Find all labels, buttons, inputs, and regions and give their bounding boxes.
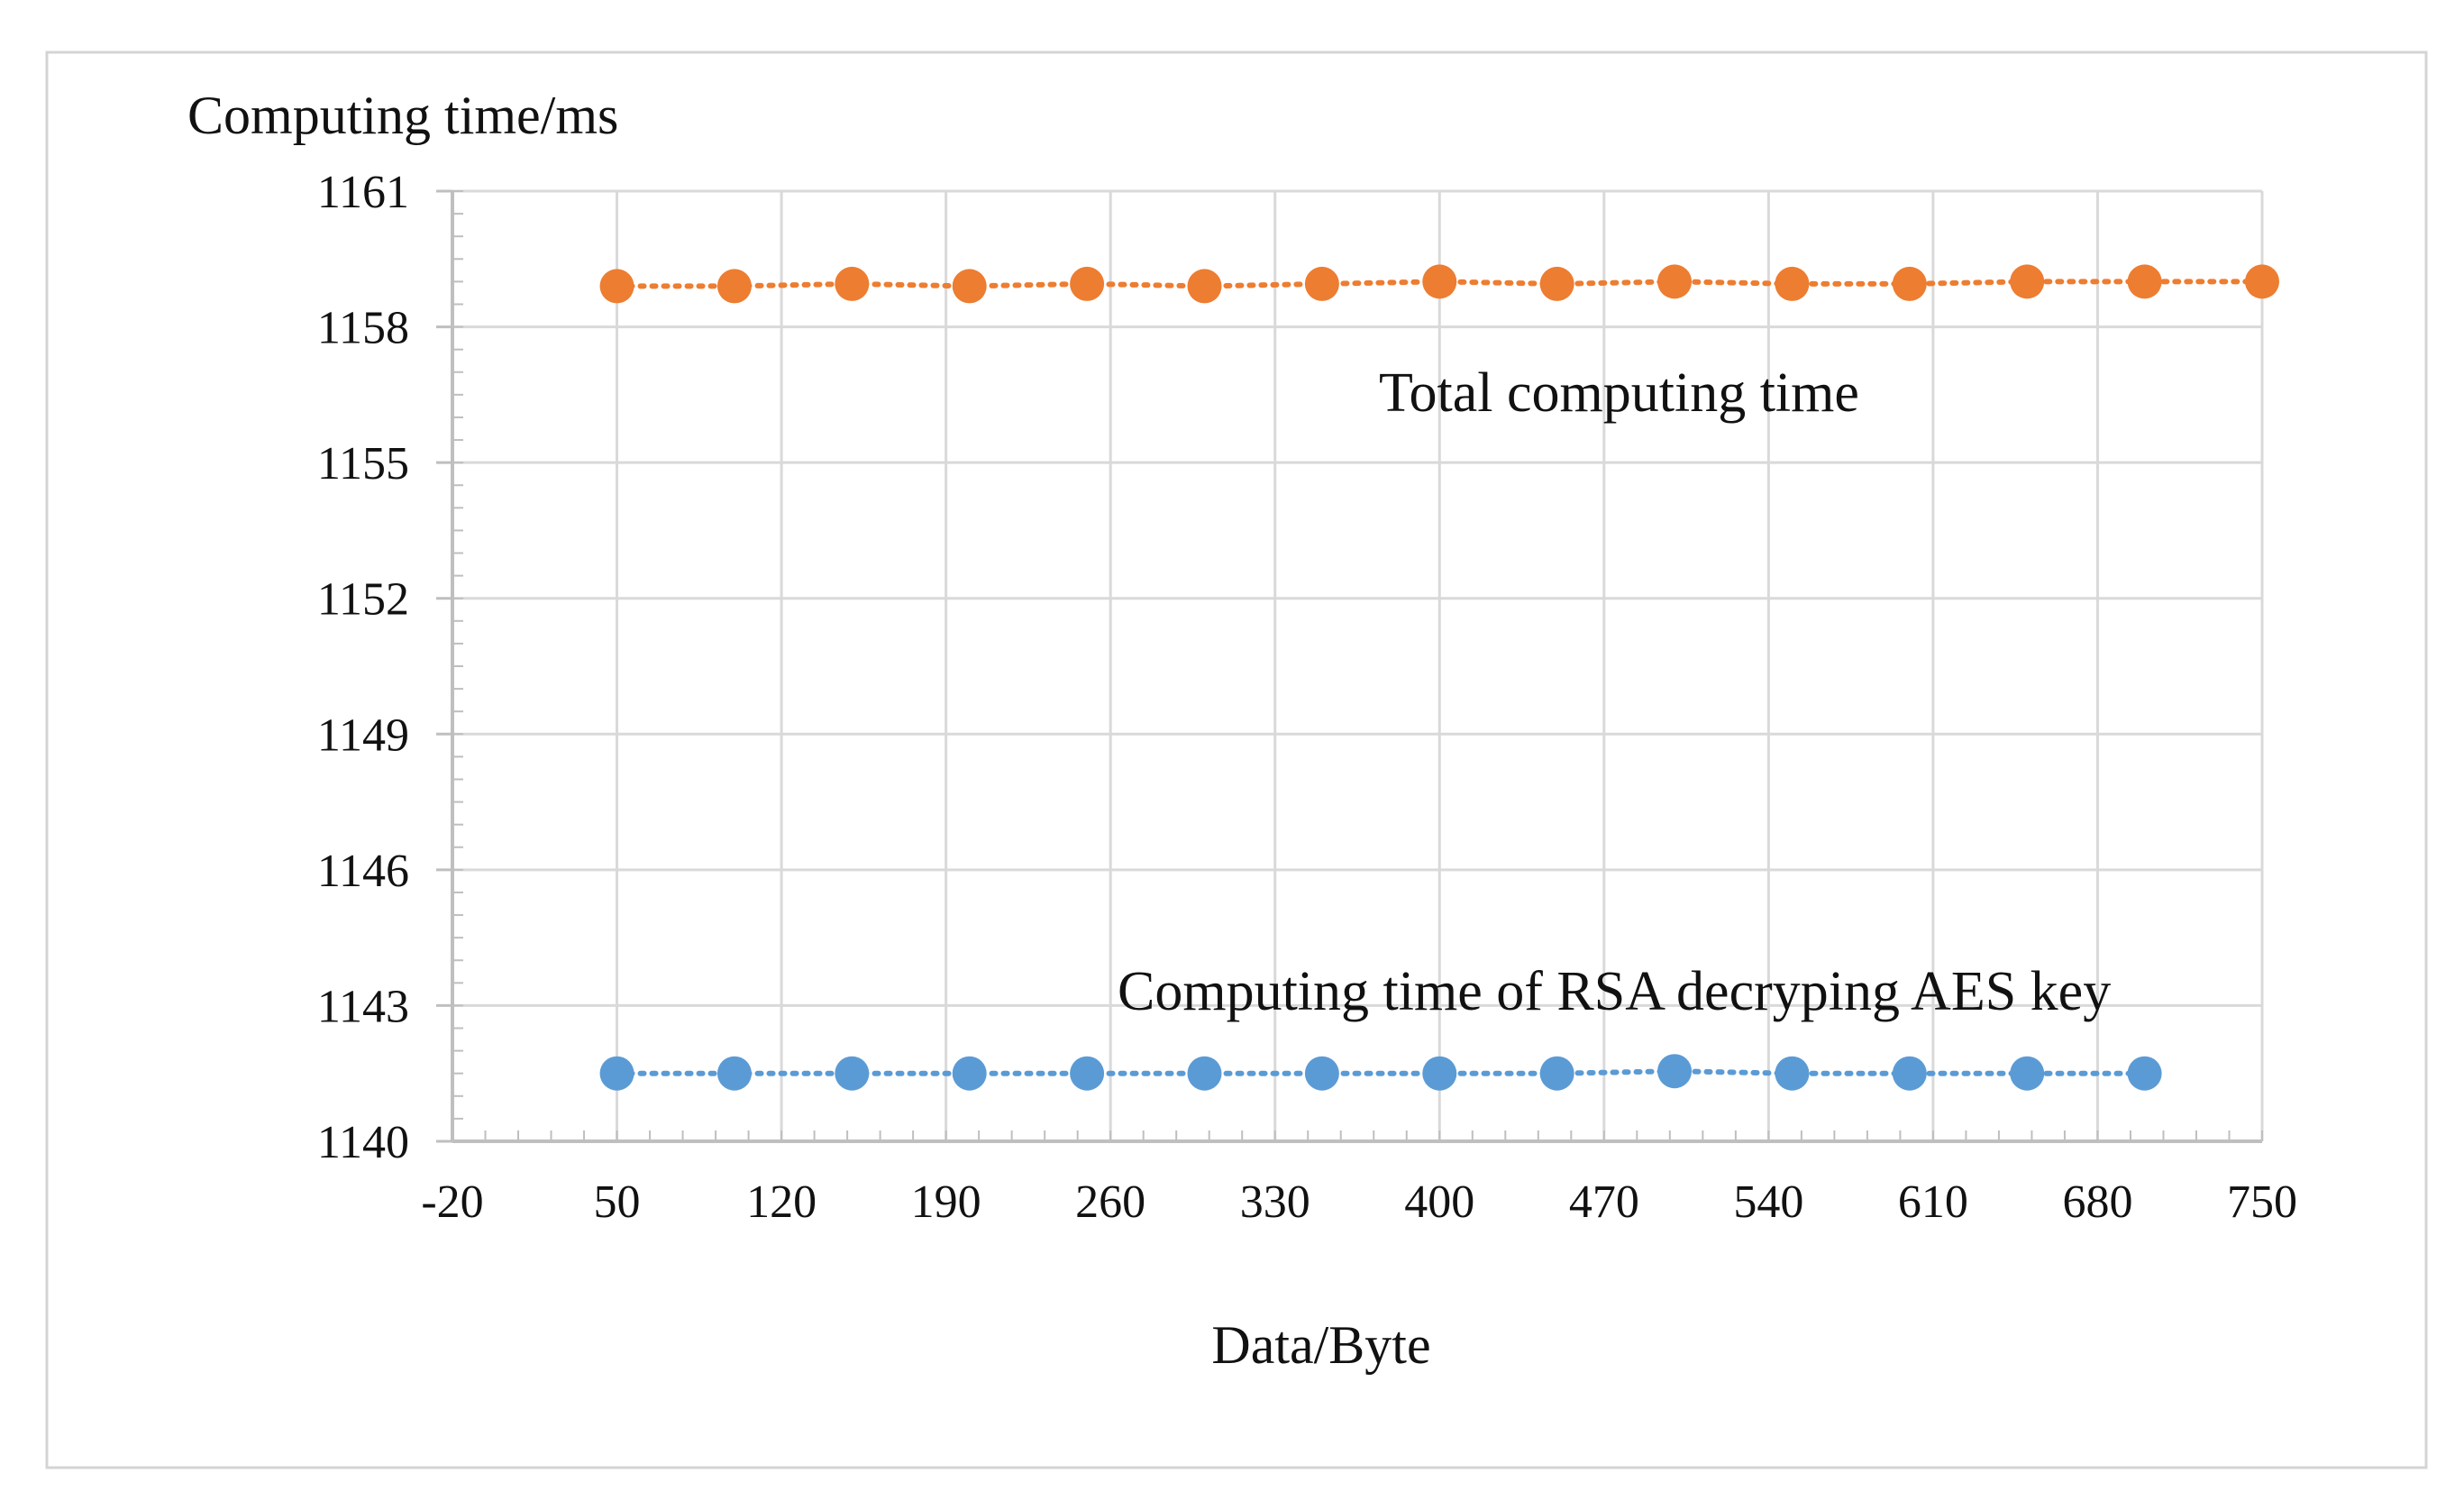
x-tick-label: -20 [421,1176,483,1228]
data-point [2245,264,2279,299]
x-axis-title: Data/Byte [1211,1315,1430,1375]
series-label-total: Total computing time [1379,362,1859,424]
data-point [2010,1056,2045,1091]
data-point [1304,266,1339,301]
y-tick-label: 1158 [317,303,409,354]
x-tick-label: 190 [911,1176,981,1228]
x-tick-label: 120 [746,1176,817,1228]
y-tick-label: 1140 [317,1117,409,1168]
data-point [716,1056,752,1091]
data-point [1657,264,1693,299]
y-tick-label: 1146 [317,846,409,897]
y-tick-label: 1155 [317,438,409,490]
y-tick-label: 1161 [317,167,409,218]
data-point [835,1056,870,1091]
data-point [2127,1056,2162,1091]
data-point [1187,1056,1222,1091]
data-point [2127,264,2162,299]
y-axis-title: Computing time/ms [187,86,618,145]
data-point [1070,266,1105,301]
y-tick-labels: 1140 1143 1146 1149 1152 1155 1158 1161 [317,167,409,1168]
data-point [1070,1056,1105,1091]
data-point [599,1056,634,1091]
data-point [835,266,870,301]
series-layer [599,264,2279,1091]
data-point [599,269,634,304]
data-point [1422,264,1457,299]
data-point [1775,1056,1810,1091]
data-point [1187,269,1222,304]
data-point [1892,1056,1927,1091]
series-1 [599,264,2279,304]
x-tick-label: 260 [1075,1176,1145,1228]
x-tick-labels: -20 50 120 190 260 330 400 470 540 610 680 750 [421,1176,2297,1228]
data-point [1892,266,1927,301]
data-point [952,1056,987,1091]
data-point [716,269,752,304]
y-tick-label: 1149 [317,709,409,761]
series-label-rsa: Computing time of RSA decryping AES key [1118,961,2111,1022]
x-tick-label: 540 [1733,1176,1803,1228]
data-point [1775,266,1810,301]
y-tick-label: 1143 [317,981,409,1032]
data-point [952,269,987,304]
x-tick-label: 400 [1404,1176,1474,1228]
y-tick-label: 1152 [317,574,409,626]
axes [436,189,2263,1143]
x-tick-label: 470 [1569,1176,1639,1228]
x-tick-label: 50 [594,1176,641,1228]
data-point [1657,1054,1693,1089]
data-point [2010,264,2045,299]
data-point [1539,266,1574,301]
x-tick-label: 750 [2227,1176,2297,1228]
x-tick-label: 610 [1898,1176,1968,1228]
series-2 [599,1054,2162,1091]
data-point [1304,1056,1339,1091]
data-point [1422,1056,1457,1091]
data-point [1539,1056,1574,1091]
x-tick-label: 680 [2062,1176,2132,1228]
x-tick-label: 330 [1240,1176,1310,1228]
gridlines [452,189,2264,1143]
series-line [614,1068,2148,1076]
